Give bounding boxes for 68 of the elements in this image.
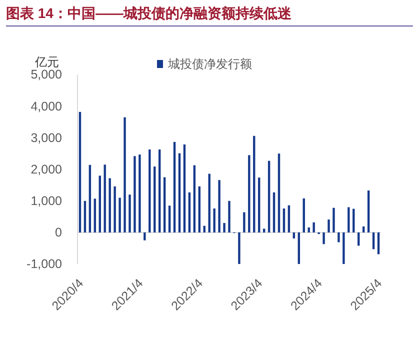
bar (223, 222, 226, 232)
y-tick-label: 5,000 (30, 68, 62, 82)
y-tick-label: 2,000 (30, 162, 62, 176)
bar (322, 232, 325, 244)
bar (213, 208, 216, 232)
bar (158, 149, 161, 232)
bar (183, 144, 186, 232)
bar (352, 208, 355, 232)
bar (328, 220, 330, 232)
bar (154, 166, 156, 232)
bar (272, 192, 276, 232)
y-tick-label: 4,000 (30, 99, 62, 114)
bar (312, 222, 315, 232)
bar (238, 232, 240, 264)
bar (298, 232, 300, 264)
bar (218, 180, 220, 232)
bar (128, 194, 131, 232)
bar (78, 112, 82, 232)
bar (148, 149, 151, 232)
bar (114, 186, 116, 232)
bar (203, 226, 206, 232)
bar (104, 164, 106, 232)
bar (94, 198, 96, 232)
bar (178, 153, 181, 232)
bar (338, 232, 340, 242)
bar (268, 160, 270, 232)
y-tick-label: 0 (55, 225, 62, 240)
bar (98, 176, 101, 232)
bar (243, 212, 246, 232)
bar (88, 164, 92, 232)
bar (292, 232, 296, 238)
bar (262, 228, 266, 232)
bar (198, 186, 200, 232)
bar (188, 192, 191, 232)
bar (118, 198, 121, 232)
bar (124, 117, 126, 232)
bar (173, 142, 176, 232)
bar (302, 198, 305, 232)
bar (228, 200, 230, 232)
bar (258, 178, 260, 232)
y-tick-label: 3,000 (30, 130, 62, 145)
bar (282, 208, 286, 232)
bar (377, 232, 380, 254)
bar (372, 232, 375, 250)
bar (367, 190, 370, 232)
y-axis-title: 亿元 (34, 55, 59, 69)
y-tick-label: 1,000 (30, 194, 62, 208)
y-tick-label: -1,000 (26, 257, 62, 271)
bar (248, 155, 250, 232)
bar (168, 206, 171, 232)
bar (362, 226, 365, 232)
bar (163, 177, 166, 232)
legend-label: 城投债净发行额 (167, 57, 252, 71)
bar (278, 154, 280, 232)
bar (342, 232, 345, 264)
bar (208, 174, 210, 232)
bar (138, 154, 141, 232)
bar (108, 178, 111, 232)
bar (348, 207, 350, 232)
bar (144, 232, 146, 240)
bar (193, 165, 196, 232)
bar (253, 136, 256, 232)
chart-title: 图表 14：中国——城投债的净融资额持续低迷 (6, 5, 292, 21)
bar (332, 208, 335, 232)
bar (134, 156, 136, 232)
bar (288, 205, 290, 232)
bar (308, 227, 310, 232)
bar (84, 200, 86, 232)
